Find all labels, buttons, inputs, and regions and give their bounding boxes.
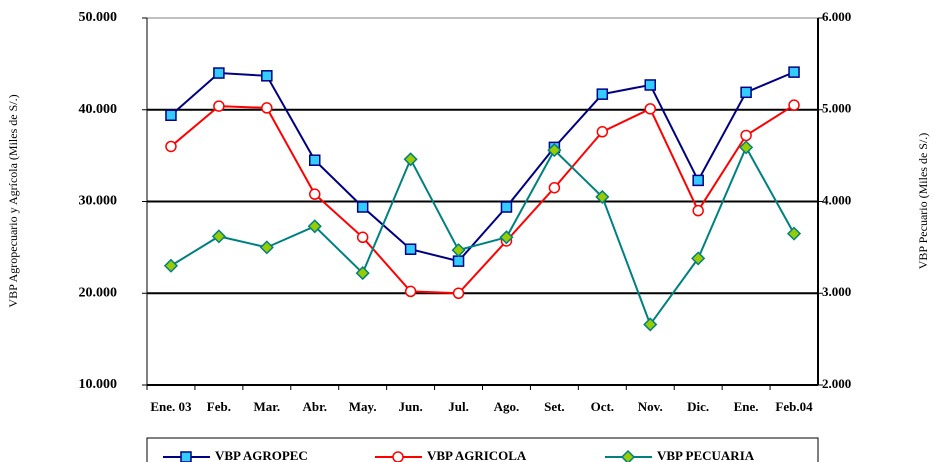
y2-tick-label: 5.000	[822, 101, 851, 116]
y2-axis-title: VBP Pecuario (Miles de S/.)	[916, 133, 930, 270]
x-tick-label: Nov.	[637, 399, 663, 414]
marker	[452, 255, 465, 267]
marker	[211, 229, 226, 244]
marker	[451, 243, 466, 258]
x-tick-label: Jul.	[448, 399, 469, 414]
marker	[356, 231, 369, 244]
x-tick-label: Ago.	[493, 399, 520, 414]
marker	[309, 154, 321, 166]
marker	[307, 219, 322, 234]
marker	[392, 451, 404, 462]
marker	[692, 204, 704, 217]
marker	[691, 251, 706, 266]
x-tick-label: Dic.	[687, 399, 710, 414]
marker	[644, 103, 656, 115]
x-tick-label: Mar.	[253, 399, 281, 414]
y-tick-label: 30.000	[79, 194, 118, 209]
marker	[786, 226, 802, 241]
x-tick-label: Set.	[544, 399, 565, 414]
marker	[165, 140, 177, 153]
marker	[739, 140, 754, 155]
y-tick-label: 40.000	[79, 102, 118, 117]
x-tick-label: Ene. 03	[150, 399, 192, 414]
legend-label: VBP AGRICOLA	[427, 448, 527, 462]
marker	[788, 99, 800, 111]
marker	[356, 201, 369, 213]
legend-box	[146, 437, 819, 462]
marker	[261, 102, 273, 114]
x-tick-label: May.	[348, 399, 377, 414]
legend-label: VBP PECUARIA	[657, 448, 755, 462]
marker	[644, 79, 656, 91]
marker	[213, 67, 225, 79]
marker	[180, 451, 192, 462]
marker	[643, 317, 658, 332]
marker	[596, 126, 609, 138]
x-tick-label: Feb.	[206, 399, 231, 414]
marker	[213, 100, 225, 112]
x-tick-label: Oct.	[590, 399, 615, 414]
legend-label: VBP AGROPEC	[215, 448, 308, 462]
x-tick-label: Feb.04	[775, 399, 813, 414]
marker	[452, 287, 465, 299]
x-tick-label: Ene.	[733, 399, 759, 414]
marker	[596, 88, 609, 100]
series-line	[170, 104, 795, 295]
marker	[403, 152, 418, 167]
marker	[595, 189, 610, 204]
series-line	[170, 71, 795, 263]
y-axis-title: VBP Agropecuario y Agrícola (Miles de S/…	[6, 94, 20, 307]
y-tick-label: 50.000	[79, 10, 118, 25]
marker	[499, 230, 514, 245]
marker	[692, 174, 704, 187]
y2-tick-label: 2.000	[822, 376, 851, 391]
marker	[404, 243, 417, 255]
y-tick-label: 20.000	[79, 285, 118, 300]
marker	[788, 66, 800, 78]
marker	[620, 449, 636, 462]
marker	[163, 258, 179, 273]
marker	[404, 285, 417, 298]
series-line	[170, 145, 795, 327]
y2-tick-label: 3.000	[822, 284, 851, 299]
marker	[500, 201, 513, 213]
y-tick-label: 10.000	[79, 377, 118, 392]
marker	[165, 109, 177, 122]
marker	[547, 143, 562, 158]
marker	[261, 70, 273, 82]
marker	[309, 188, 321, 200]
y2-tick-label: 6.000	[822, 9, 851, 24]
marker	[548, 181, 561, 194]
x-tick-label: Jun.	[398, 399, 423, 414]
marker	[740, 86, 752, 99]
y2-tick-label: 4.000	[822, 192, 851, 207]
marker	[259, 240, 274, 255]
x-tick-label: Abr.	[302, 399, 327, 414]
marker	[740, 129, 752, 142]
marker	[355, 266, 370, 281]
